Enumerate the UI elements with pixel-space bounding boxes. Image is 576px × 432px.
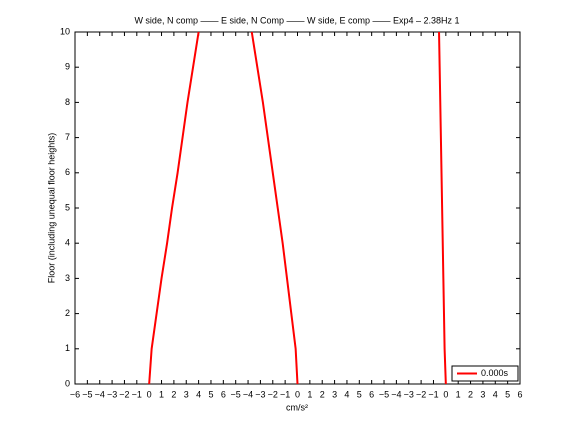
x-tick-label: 3 <box>332 389 337 399</box>
x-tick-label: 0 <box>147 389 152 399</box>
x-tick-label: 0 <box>443 389 448 399</box>
x-tick-label: 6 <box>221 389 226 399</box>
x-tick-label: 5 <box>505 389 510 399</box>
x-tick-label: 1 <box>159 389 164 399</box>
x-tick-label: −1 <box>280 389 290 399</box>
y-tick-label: 7 <box>65 132 70 142</box>
x-tick-label: −2 <box>119 389 129 399</box>
y-tick-label: 5 <box>65 202 70 212</box>
x-tick-label: −2 <box>268 389 278 399</box>
y-tick-label: 10 <box>60 26 70 36</box>
y-tick-label: 9 <box>65 62 70 72</box>
x-tick-label: 3 <box>480 389 485 399</box>
x-tick-label: −5 <box>379 389 389 399</box>
x-tick-label: −1 <box>428 389 438 399</box>
legend-label: 0.000s <box>481 368 509 378</box>
x-tick-label: −1 <box>132 389 142 399</box>
x-tick-label: −6 <box>70 389 80 399</box>
y-tick-label: 2 <box>65 308 70 318</box>
y-axis-label: Floor (including unequal floor heights) <box>46 133 56 284</box>
y-tick-label: 8 <box>65 97 70 107</box>
x-tick-label: 1 <box>307 389 312 399</box>
x-axis-label: cm/s² <box>286 402 308 412</box>
x-tick-label: 4 <box>344 389 349 399</box>
x-tick-label: −2 <box>416 389 426 399</box>
x-tick-label: 2 <box>171 389 176 399</box>
x-tick-label: 1 <box>456 389 461 399</box>
x-tick-label: 3 <box>184 389 189 399</box>
x-tick-label: 2 <box>468 389 473 399</box>
x-tick-label: −4 <box>243 389 253 399</box>
x-tick-label: −3 <box>255 389 265 399</box>
legend-box <box>451 365 519 382</box>
x-tick-label: 6 <box>369 389 374 399</box>
data-line <box>148 31 447 385</box>
x-tick-label: −4 <box>95 389 105 399</box>
x-tick-label: −5 <box>82 389 92 399</box>
x-tick-label: 5 <box>357 389 362 399</box>
x-tick-label: −5 <box>231 389 241 399</box>
y-tick-label: 1 <box>65 343 70 353</box>
x-tick-label: 6 <box>517 389 522 399</box>
x-tick-label: 4 <box>493 389 498 399</box>
x-tick-label: 0 <box>295 389 300 399</box>
y-tick-label: 0 <box>65 378 70 388</box>
x-tick-label: −3 <box>107 389 117 399</box>
y-tick-label: 3 <box>65 273 70 283</box>
x-tick-label: 2 <box>320 389 325 399</box>
x-tick-label: 4 <box>196 389 201 399</box>
y-tick-label: 4 <box>65 238 70 248</box>
x-tick-label: −3 <box>404 389 414 399</box>
y-tick-label: 6 <box>65 167 70 177</box>
x-tick-label: −4 <box>391 389 401 399</box>
x-tick-label: 5 <box>208 389 213 399</box>
chart-title: W side, N comp —— E side, N Comp —— W si… <box>134 15 459 25</box>
